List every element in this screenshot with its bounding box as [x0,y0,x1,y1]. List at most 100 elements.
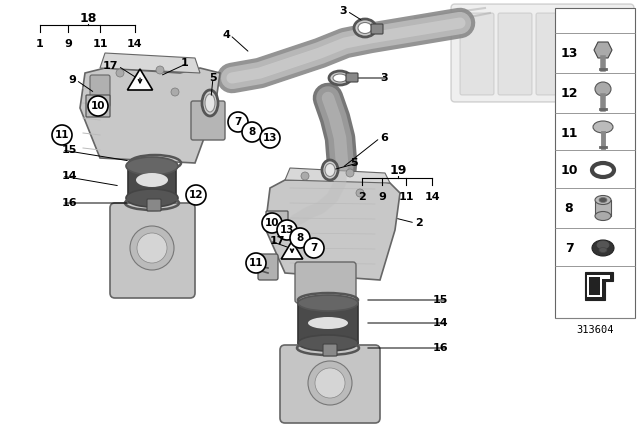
FancyBboxPatch shape [460,13,494,95]
Circle shape [186,185,206,205]
FancyBboxPatch shape [498,13,532,95]
Text: 11: 11 [398,192,413,202]
FancyBboxPatch shape [574,13,608,95]
Text: 17: 17 [102,61,118,71]
FancyBboxPatch shape [295,262,356,303]
Text: 11: 11 [560,126,578,139]
Circle shape [277,220,297,240]
Text: 8: 8 [564,202,573,215]
Text: 5: 5 [209,73,217,83]
Ellipse shape [308,317,348,329]
Ellipse shape [298,295,358,311]
FancyBboxPatch shape [346,73,358,82]
Text: 1: 1 [36,39,44,49]
Circle shape [171,88,179,96]
Text: 12: 12 [560,86,578,99]
Text: 18: 18 [79,12,97,25]
Text: 10: 10 [91,101,105,111]
Text: 9: 9 [68,75,76,85]
Text: 3: 3 [339,6,347,16]
Text: 7: 7 [564,241,573,254]
FancyBboxPatch shape [128,166,176,198]
Text: 1: 1 [180,58,188,68]
Text: 15: 15 [62,145,77,155]
Text: 11: 11 [92,39,108,49]
Polygon shape [281,241,303,259]
Ellipse shape [595,195,611,204]
Text: 13: 13 [263,133,277,143]
Circle shape [90,103,96,109]
Text: 11: 11 [249,258,263,268]
Polygon shape [594,42,612,58]
Circle shape [260,128,280,148]
Circle shape [130,226,174,270]
FancyBboxPatch shape [147,199,161,211]
Ellipse shape [592,240,614,256]
Circle shape [242,122,262,142]
Ellipse shape [333,74,347,82]
Ellipse shape [126,157,178,175]
Text: 7: 7 [234,117,242,127]
Circle shape [246,253,266,273]
Text: 2: 2 [358,192,366,202]
FancyBboxPatch shape [536,13,570,95]
Circle shape [356,189,364,197]
FancyBboxPatch shape [90,75,110,107]
Text: 19: 19 [389,164,406,177]
Text: 11: 11 [55,130,69,140]
Text: 12: 12 [189,190,204,200]
Ellipse shape [595,211,611,220]
Text: 14: 14 [433,318,448,328]
FancyBboxPatch shape [371,24,383,34]
Ellipse shape [202,90,218,116]
Text: 10: 10 [560,164,578,177]
Text: 14: 14 [62,171,77,181]
Circle shape [304,238,324,258]
Ellipse shape [354,19,376,37]
Polygon shape [100,53,200,73]
Text: 15: 15 [433,295,448,305]
Polygon shape [589,277,607,295]
Text: 16: 16 [62,198,77,208]
Ellipse shape [599,247,607,253]
Circle shape [308,361,352,405]
Circle shape [88,96,108,116]
Circle shape [137,233,167,263]
Text: 14: 14 [424,192,440,202]
Text: 13: 13 [280,225,294,235]
Polygon shape [585,272,613,300]
Circle shape [156,66,164,74]
Circle shape [269,218,275,224]
Text: 8: 8 [296,233,303,243]
Text: 13: 13 [560,47,578,60]
Circle shape [116,69,124,77]
Text: 9: 9 [64,39,72,49]
FancyBboxPatch shape [451,4,634,102]
FancyBboxPatch shape [323,344,337,356]
Text: 8: 8 [248,127,255,137]
Ellipse shape [595,82,611,96]
Text: 2: 2 [415,218,423,228]
Ellipse shape [126,189,178,207]
Ellipse shape [358,22,372,34]
Text: 3: 3 [380,73,388,83]
Ellipse shape [597,241,609,249]
Text: 17: 17 [270,236,285,246]
Circle shape [228,112,248,132]
Ellipse shape [136,173,168,187]
Ellipse shape [325,164,335,177]
Ellipse shape [322,160,338,180]
Ellipse shape [329,71,351,85]
Text: 16: 16 [433,343,448,353]
Text: 14: 14 [127,39,143,49]
Ellipse shape [298,335,358,351]
Text: 5: 5 [350,158,358,168]
Text: 10: 10 [265,218,279,228]
Ellipse shape [593,121,613,133]
Polygon shape [285,168,390,183]
Circle shape [52,125,72,145]
FancyBboxPatch shape [266,211,288,231]
FancyBboxPatch shape [595,200,611,216]
Ellipse shape [205,94,215,112]
Text: 313604: 313604 [576,325,614,335]
